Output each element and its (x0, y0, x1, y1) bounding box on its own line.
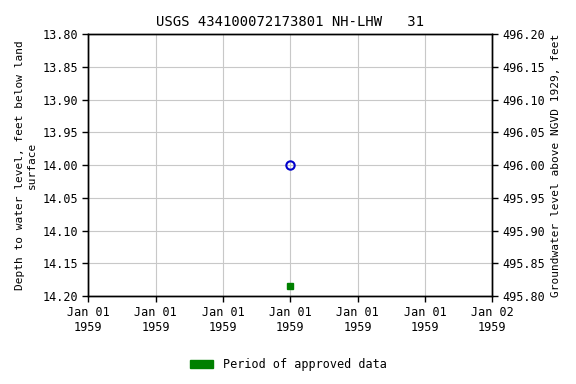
Y-axis label: Groundwater level above NGVD 1929, feet: Groundwater level above NGVD 1929, feet (551, 33, 561, 297)
Y-axis label: Depth to water level, feet below land
surface: Depth to water level, feet below land su… (15, 40, 37, 290)
Legend: Period of approved data: Period of approved data (185, 354, 391, 376)
Title: USGS 434100072173801 NH-LHW   31: USGS 434100072173801 NH-LHW 31 (156, 15, 425, 29)
